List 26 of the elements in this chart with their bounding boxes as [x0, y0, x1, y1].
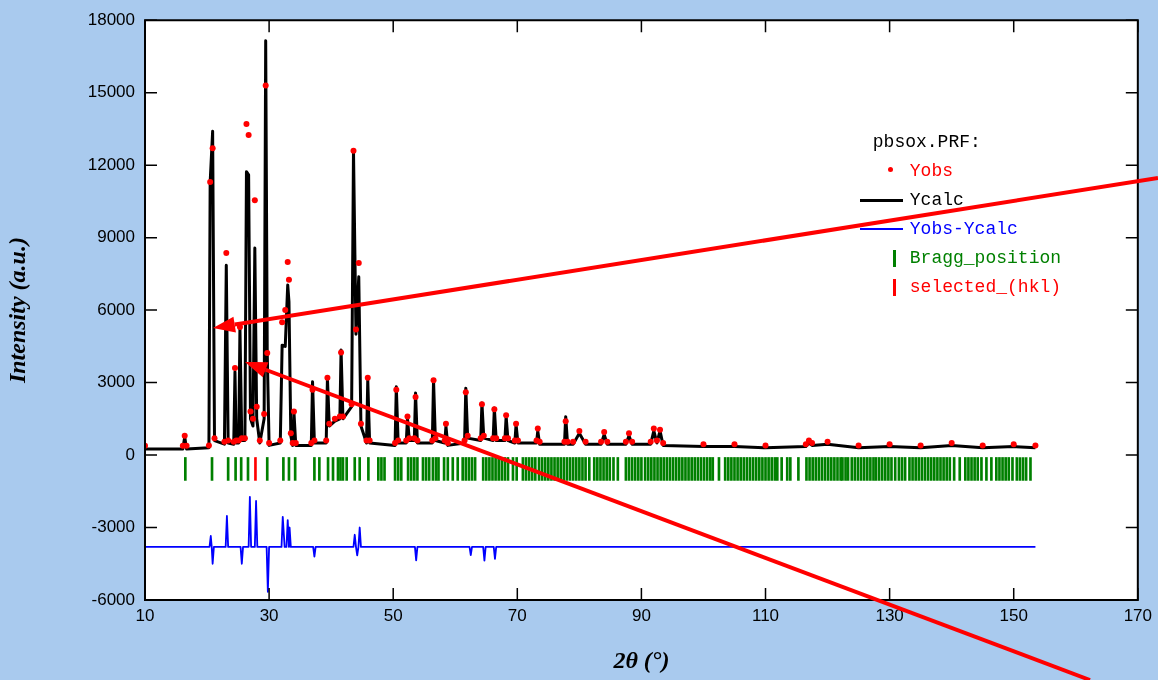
y-tick-label: -6000	[91, 589, 135, 609]
x-tick-label: 70	[507, 605, 527, 625]
y-tick-label: -3000	[91, 517, 135, 537]
x-tick-label: 150	[999, 605, 1028, 625]
x-tick-label: 110	[751, 605, 780, 625]
y-tick-label: 6000	[97, 299, 135, 319]
legend-label: Bragg_position	[909, 247, 1062, 271]
x-tick-label: 130	[875, 605, 904, 625]
y-tick-label: 9000	[97, 227, 135, 247]
x-tick-label: 50	[383, 605, 403, 625]
legend-label: Yobs	[909, 160, 954, 184]
x-axis-title: 2θ (°)	[612, 646, 670, 673]
x-tick-label: 10	[135, 605, 155, 625]
y-tick-label: 15000	[87, 82, 135, 102]
x-tick-label: 170	[1123, 605, 1153, 625]
y-tick-label: 18000	[87, 9, 135, 29]
x-tick-label: 30	[259, 605, 279, 625]
legend-label: Yobs-Ycalc	[909, 218, 1018, 242]
x-tick-label: 90	[631, 605, 651, 625]
y-tick-label: 0	[125, 444, 135, 464]
y-axis-title: Intensity (a.u.)	[3, 237, 30, 385]
y-tick-label: 3000	[97, 372, 135, 392]
legend-label: selected_(hkl)	[909, 276, 1062, 300]
y-tick-label: 12000	[87, 154, 135, 174]
legend-title: pbsox.PRF:	[871, 131, 982, 155]
legend-label: Ycalc	[909, 189, 964, 213]
